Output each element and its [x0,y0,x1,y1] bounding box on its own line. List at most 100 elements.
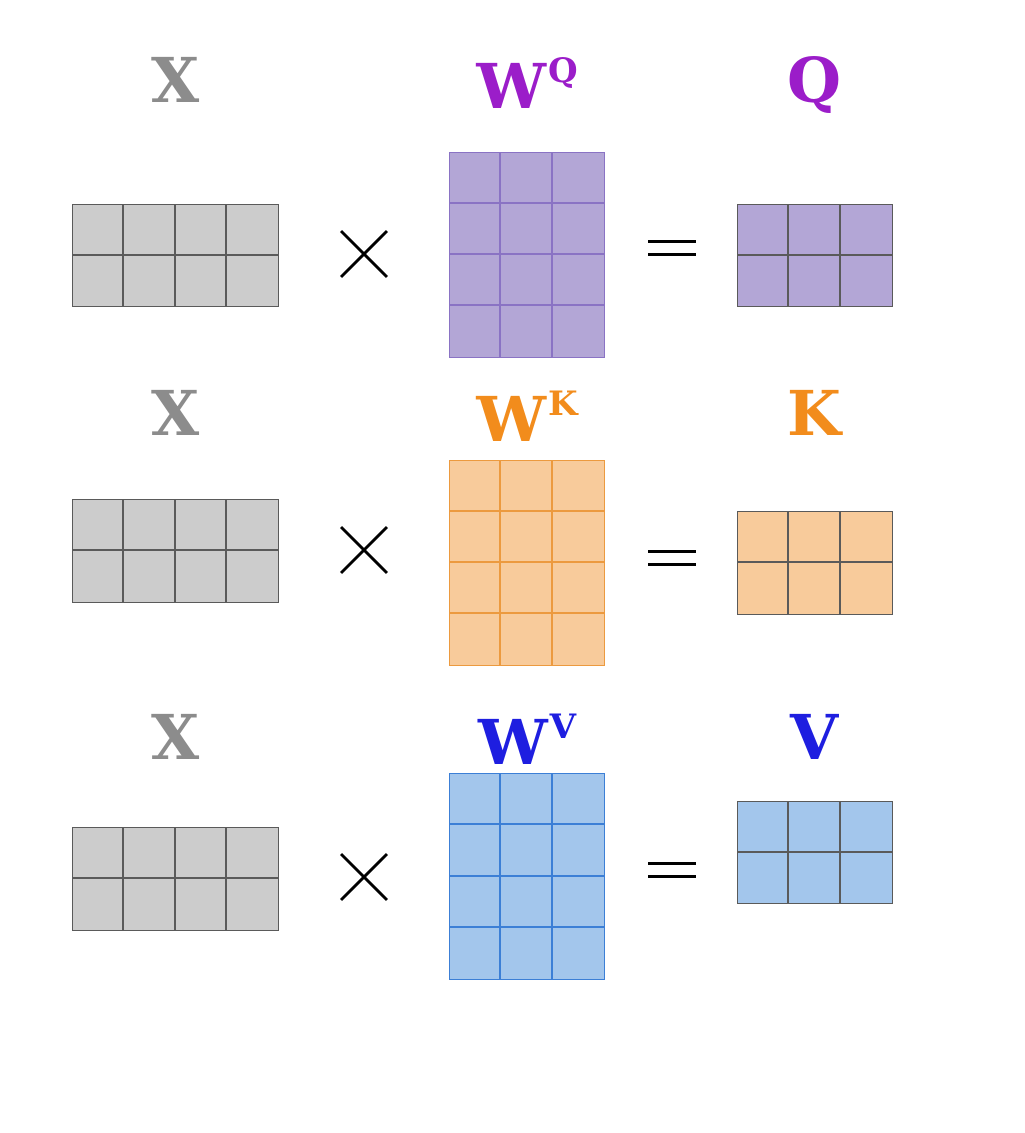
q-matrix-cell [738,205,790,256]
x-matrix-k-row-cell [124,500,176,551]
x-matrix-q-row-cell [124,255,176,306]
wk-matrix-cell [552,563,604,614]
x-matrix-k-row-cell [175,500,227,551]
x-matrix-v-row-cell [226,828,278,879]
wk-matrix-cell [501,512,553,563]
x-label-q-row: X [150,44,200,117]
wk-matrix-cell [552,461,604,512]
k-matrix-cell [840,512,892,563]
x-matrix-q-row-cell [124,205,176,256]
q-label: Q [786,44,841,117]
v-matrix-cell [789,852,841,903]
x-matrix-q-row-cell [73,205,125,256]
x-matrix-v-row-cell [175,828,227,879]
wv-matrix-cell [552,774,604,826]
q-matrix-cell [840,205,892,256]
wv-matrix-cell [450,927,502,979]
equals-icon-q-row [648,240,696,256]
x-matrix-k-row-cell [226,500,278,551]
wq-matrix-cell [552,204,604,255]
q-matrix [737,204,893,307]
wq-matrix-cell [450,204,502,255]
x-matrix-k-row-cell [73,551,125,602]
x-matrix-k-row [72,499,279,603]
x-matrix-q-row-cell [175,255,227,306]
wv-matrix-cell [450,774,502,826]
k-matrix-cell [738,563,790,614]
wv-matrix-cell [552,876,604,928]
wq-matrix-cell [450,306,502,357]
v-matrix-cell [738,802,790,853]
wq-matrix-cell [552,153,604,204]
wq-matrix [449,152,605,358]
v-matrix [737,801,893,904]
x-label-v-row: X [150,701,200,774]
x-matrix-q-row-cell [73,255,125,306]
wq-matrix-cell [450,255,502,306]
wv-sup: V [549,707,577,747]
x-matrix-q-row-cell [175,205,227,256]
wk-matrix-cell [450,614,502,665]
wk-matrix-cell [552,614,604,665]
k-matrix-cell [789,563,841,614]
x-matrix-k-row-cell [124,551,176,602]
x-matrix-v-row-cell [124,879,176,930]
wk-matrix-cell [501,563,553,614]
x-matrix-v-row-cell [73,879,125,930]
wk-base: W [476,383,547,456]
v-matrix-cell [840,802,892,853]
wv-matrix-cell [501,825,553,877]
x-matrix-q-row-cell [226,255,278,306]
equals-icon-k-row [648,550,696,566]
wk-matrix-cell [450,512,502,563]
x-matrix-q-row-cell [226,205,278,256]
wv-matrix-cell [552,825,604,877]
x-label-k-row: X [150,377,200,450]
q-matrix-cell [738,255,790,306]
q-matrix-cell [789,205,841,256]
wk-label: WK [447,384,607,461]
q-matrix-cell [789,255,841,306]
x-matrix-v-row-cell [175,879,227,930]
wq-matrix-cell [552,255,604,306]
wq-sup: Q [548,51,578,91]
wv-base: W [477,706,548,779]
k-matrix [737,511,893,615]
k-matrix-cell [738,512,790,563]
k-matrix-cell [789,512,841,563]
times-icon-v-row [339,852,389,902]
wk-matrix-cell [501,614,553,665]
wk-matrix-cell [450,563,502,614]
x-matrix-v-row-cell [124,828,176,879]
q-matrix-cell [840,255,892,306]
x-matrix-k-row-cell [175,551,227,602]
wq-base: W [476,50,546,123]
wv-label: WV [447,707,607,784]
wv-matrix-cell [501,927,553,979]
wq-matrix-cell [501,204,553,255]
wv-matrix-cell [552,927,604,979]
v-matrix-cell [789,802,841,853]
x-matrix-q-row [72,204,279,307]
wv-matrix-cell [450,825,502,877]
x-matrix-k-row-cell [226,551,278,602]
x-matrix-v-row-cell [226,879,278,930]
k-matrix-cell [840,563,892,614]
x-matrix-v-row-cell [73,828,125,879]
wk-matrix-cell [450,461,502,512]
wq-label: WQ [447,51,607,128]
wq-matrix-cell [450,153,502,204]
wq-matrix-cell [501,255,553,306]
v-label: V [789,701,839,774]
x-matrix-k-row-cell [73,500,125,551]
wk-matrix-cell [552,512,604,563]
wk-sup: K [548,384,578,424]
wk-matrix-cell [501,461,553,512]
equals-icon-v-row [648,862,696,878]
wq-matrix-cell [552,306,604,357]
times-icon-k-row [339,525,389,575]
wv-matrix-cell [501,876,553,928]
wq-matrix-cell [501,153,553,204]
v-matrix-cell [840,852,892,903]
k-label: K [787,377,841,450]
